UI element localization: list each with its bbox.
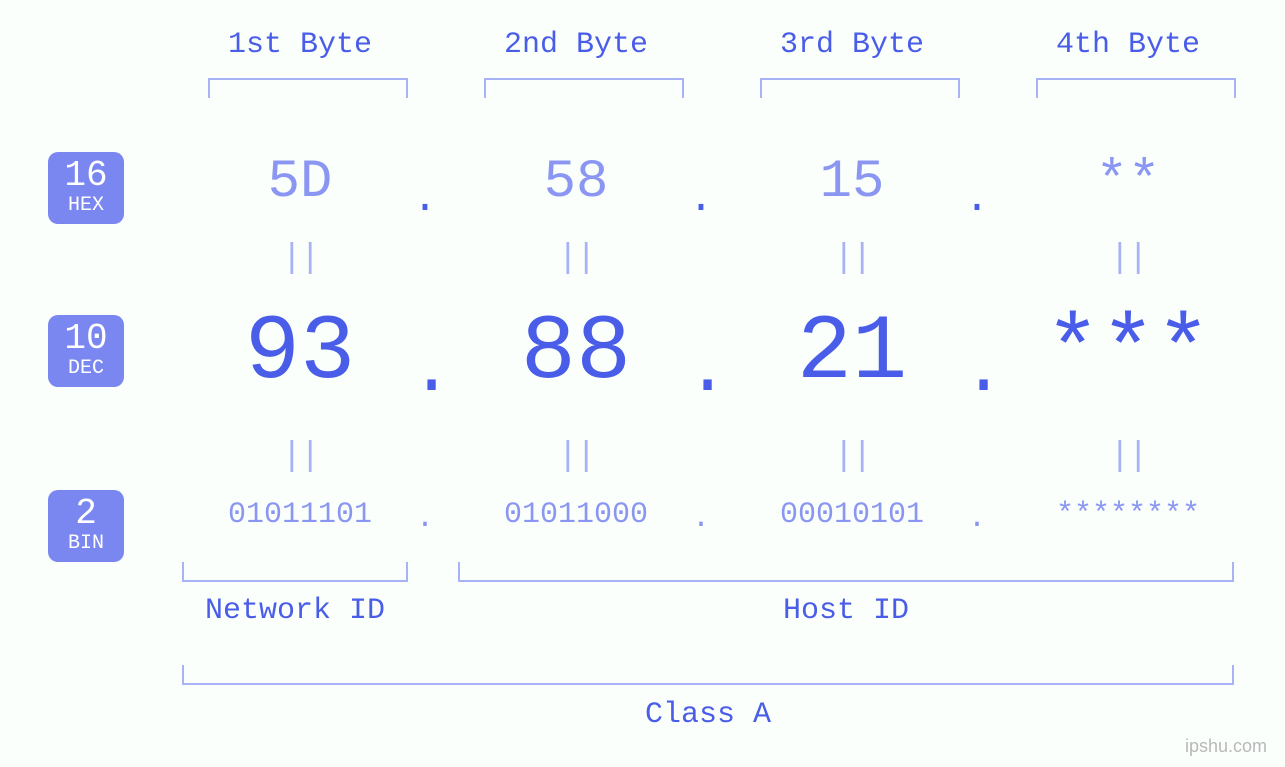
base-badge-bin: 2 BIN	[48, 490, 124, 562]
byte-header-2: 2nd Byte	[456, 28, 696, 62]
top-bracket-1	[208, 78, 408, 98]
hex-byte-2: 58	[456, 152, 696, 213]
dec-byte-4: ***	[1008, 300, 1248, 405]
hex-dot-2: .	[686, 175, 716, 223]
bin-dot-2: .	[686, 502, 716, 536]
base-label-dec: DEC	[48, 359, 124, 379]
bin-byte-1: 01011101	[180, 498, 420, 532]
ip-diagram: 1st Byte 2nd Byte 3rd Byte 4th Byte 16 H…	[0, 0, 1285, 767]
host-id-bracket	[458, 562, 1234, 582]
base-num-bin: 2	[48, 496, 124, 532]
dec-byte-1: 93	[180, 300, 420, 405]
class-label: Class A	[182, 698, 1234, 732]
base-badge-hex: 16 HEX	[48, 152, 124, 224]
network-id-bracket	[182, 562, 408, 582]
bin-byte-4: ********	[1008, 498, 1248, 532]
dec-dot-3: .	[962, 330, 992, 412]
dec-byte-2: 88	[456, 300, 696, 405]
byte-header-3: 3rd Byte	[732, 28, 972, 62]
base-label-bin: BIN	[48, 534, 124, 554]
eq-2-3: ||	[822, 438, 882, 476]
base-num-dec: 10	[48, 321, 124, 357]
host-id-label: Host ID	[458, 594, 1234, 628]
bin-dot-1: .	[410, 502, 440, 536]
base-badge-dec: 10 DEC	[48, 315, 124, 387]
base-label-hex: HEX	[48, 196, 124, 216]
dec-dot-1: .	[410, 330, 440, 412]
eq-2-2: ||	[546, 438, 606, 476]
top-bracket-2	[484, 78, 684, 98]
network-id-label: Network ID	[182, 594, 408, 628]
byte-header-4: 4th Byte	[1008, 28, 1248, 62]
dec-dot-2: .	[686, 330, 716, 412]
class-bracket	[182, 665, 1234, 685]
bin-byte-3: 00010101	[732, 498, 972, 532]
eq-1-2: ||	[546, 240, 606, 278]
bin-dot-3: .	[962, 502, 992, 536]
hex-dot-1: .	[410, 175, 440, 223]
hex-byte-3: 15	[732, 152, 972, 213]
top-bracket-4	[1036, 78, 1236, 98]
eq-1-4: ||	[1098, 240, 1158, 278]
base-num-hex: 16	[48, 158, 124, 194]
eq-1-3: ||	[822, 240, 882, 278]
eq-2-1: ||	[270, 438, 330, 476]
dec-byte-3: 21	[732, 300, 972, 405]
bin-byte-2: 01011000	[456, 498, 696, 532]
top-bracket-3	[760, 78, 960, 98]
hex-byte-4: **	[1008, 152, 1248, 213]
watermark: ipshu.com	[1185, 736, 1267, 757]
eq-2-4: ||	[1098, 438, 1158, 476]
eq-1-1: ||	[270, 240, 330, 278]
hex-byte-1: 5D	[180, 152, 420, 213]
byte-header-1: 1st Byte	[180, 28, 420, 62]
hex-dot-3: .	[962, 175, 992, 223]
